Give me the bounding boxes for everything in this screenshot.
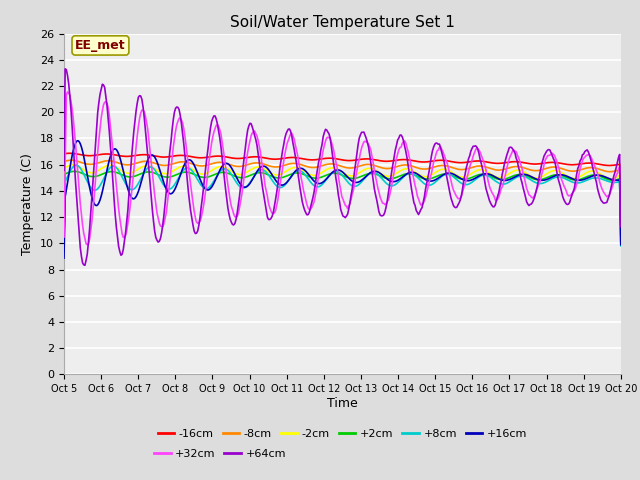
Legend: +32cm, +64cm: +32cm, +64cm bbox=[149, 444, 291, 464]
+8cm bbox=[72, 162, 79, 168]
+8cm bbox=[470, 178, 478, 183]
+16cm bbox=[470, 176, 478, 181]
+32cm bbox=[83, 242, 91, 248]
-2cm bbox=[373, 168, 381, 174]
+64cm bbox=[472, 143, 479, 149]
+64cm bbox=[568, 192, 576, 198]
-8cm bbox=[399, 162, 407, 168]
Text: EE_met: EE_met bbox=[75, 39, 126, 52]
+16cm bbox=[74, 138, 82, 144]
-16cm bbox=[234, 156, 242, 161]
+32cm bbox=[374, 185, 381, 191]
+16cm bbox=[567, 175, 575, 181]
+16cm bbox=[296, 166, 304, 171]
-8cm bbox=[567, 168, 575, 174]
+16cm bbox=[234, 178, 242, 184]
+64cm bbox=[236, 193, 243, 199]
Y-axis label: Temperature (C): Temperature (C) bbox=[22, 153, 35, 255]
+32cm bbox=[472, 147, 479, 153]
+32cm bbox=[236, 204, 243, 210]
-8cm bbox=[60, 229, 68, 235]
+2cm bbox=[60, 238, 68, 244]
+64cm bbox=[617, 224, 625, 229]
+32cm bbox=[401, 138, 408, 144]
+8cm bbox=[399, 174, 407, 180]
-16cm bbox=[399, 156, 407, 162]
+64cm bbox=[60, 168, 68, 173]
+16cm bbox=[373, 168, 381, 174]
-2cm bbox=[68, 162, 76, 168]
-8cm bbox=[617, 235, 625, 240]
+2cm bbox=[399, 172, 407, 178]
-2cm bbox=[60, 234, 68, 240]
+2cm bbox=[234, 174, 242, 180]
+16cm bbox=[617, 242, 625, 248]
-8cm bbox=[470, 164, 478, 169]
-16cm bbox=[296, 156, 304, 161]
+32cm bbox=[298, 175, 305, 180]
-2cm bbox=[234, 171, 242, 177]
+2cm bbox=[296, 170, 304, 176]
+64cm bbox=[298, 192, 305, 198]
Line: -2cm: -2cm bbox=[64, 165, 621, 241]
-16cm bbox=[617, 231, 625, 237]
+32cm bbox=[60, 234, 68, 240]
+32cm bbox=[63, 89, 71, 95]
X-axis label: Time: Time bbox=[327, 397, 358, 410]
Title: Soil/Water Temperature Set 1: Soil/Water Temperature Set 1 bbox=[230, 15, 455, 30]
+64cm bbox=[81, 263, 89, 268]
+2cm bbox=[70, 168, 78, 174]
-8cm bbox=[67, 157, 75, 163]
+64cm bbox=[401, 143, 408, 149]
+8cm bbox=[567, 179, 575, 184]
Line: -16cm: -16cm bbox=[64, 153, 621, 234]
+64cm bbox=[61, 66, 69, 72]
+2cm bbox=[567, 176, 575, 182]
-8cm bbox=[234, 164, 242, 169]
-2cm bbox=[617, 239, 625, 244]
Line: +2cm: +2cm bbox=[64, 171, 621, 244]
-16cm bbox=[66, 150, 74, 156]
Line: +64cm: +64cm bbox=[64, 69, 621, 265]
+8cm bbox=[373, 171, 381, 177]
Line: -8cm: -8cm bbox=[64, 160, 621, 238]
-2cm bbox=[399, 167, 407, 172]
+8cm bbox=[296, 168, 304, 174]
-16cm bbox=[373, 157, 381, 163]
Line: +32cm: +32cm bbox=[64, 92, 621, 245]
-16cm bbox=[60, 224, 68, 230]
-8cm bbox=[296, 161, 304, 167]
-16cm bbox=[567, 162, 575, 168]
Line: +8cm: +8cm bbox=[64, 165, 621, 247]
+32cm bbox=[568, 191, 576, 196]
Line: +16cm: +16cm bbox=[64, 141, 621, 258]
+16cm bbox=[399, 173, 407, 179]
-2cm bbox=[470, 169, 478, 175]
-8cm bbox=[373, 163, 381, 169]
+2cm bbox=[373, 171, 381, 177]
-2cm bbox=[296, 166, 304, 171]
+8cm bbox=[234, 182, 242, 188]
+16cm bbox=[60, 255, 68, 261]
+8cm bbox=[60, 244, 68, 250]
+2cm bbox=[617, 241, 625, 247]
-2cm bbox=[567, 175, 575, 181]
+64cm bbox=[374, 203, 381, 209]
+32cm bbox=[617, 214, 625, 220]
+2cm bbox=[470, 173, 478, 179]
-16cm bbox=[470, 158, 478, 164]
+8cm bbox=[617, 243, 625, 249]
